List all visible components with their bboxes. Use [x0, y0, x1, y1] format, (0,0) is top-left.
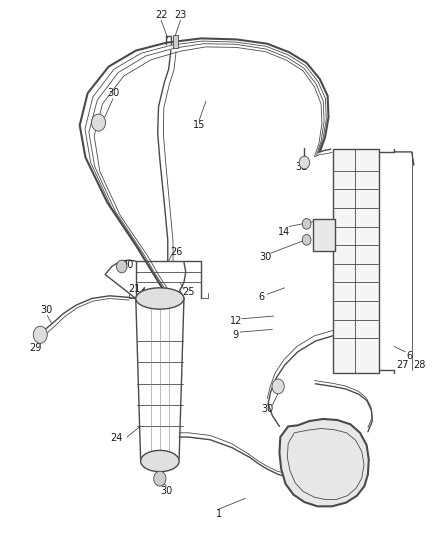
Ellipse shape: [141, 450, 179, 472]
Text: 23: 23: [174, 10, 187, 20]
Circle shape: [117, 260, 127, 273]
Circle shape: [33, 326, 47, 343]
Text: 9: 9: [233, 330, 239, 340]
Circle shape: [302, 235, 311, 245]
Text: 30: 30: [160, 487, 173, 496]
Bar: [333, 149, 379, 373]
Bar: [313, 219, 335, 251]
Text: 22: 22: [155, 10, 167, 20]
Ellipse shape: [136, 288, 184, 309]
Text: 30: 30: [40, 305, 52, 315]
Text: 31: 31: [295, 162, 307, 172]
Text: 30: 30: [259, 253, 271, 262]
Text: 12: 12: [230, 317, 242, 326]
Text: 6: 6: [259, 293, 265, 302]
Text: 30: 30: [261, 405, 273, 414]
Text: 1: 1: [216, 510, 222, 519]
Circle shape: [302, 219, 311, 229]
Bar: [173, 35, 178, 48]
Text: 21: 21: [129, 284, 141, 294]
Circle shape: [154, 471, 166, 486]
Circle shape: [299, 156, 310, 169]
Text: 27: 27: [397, 360, 409, 370]
Circle shape: [92, 114, 106, 131]
Text: 26: 26: [170, 247, 182, 257]
Polygon shape: [279, 419, 369, 506]
Text: 24: 24: [110, 433, 122, 443]
Circle shape: [272, 379, 284, 394]
Text: 15: 15: [193, 120, 205, 130]
Text: 20: 20: [121, 261, 133, 270]
Text: 30: 30: [107, 88, 119, 98]
Text: 6: 6: [406, 351, 413, 361]
Text: 14: 14: [278, 227, 290, 237]
Text: 29: 29: [30, 343, 42, 352]
Text: 25: 25: [182, 287, 194, 297]
Text: 28: 28: [413, 360, 426, 370]
